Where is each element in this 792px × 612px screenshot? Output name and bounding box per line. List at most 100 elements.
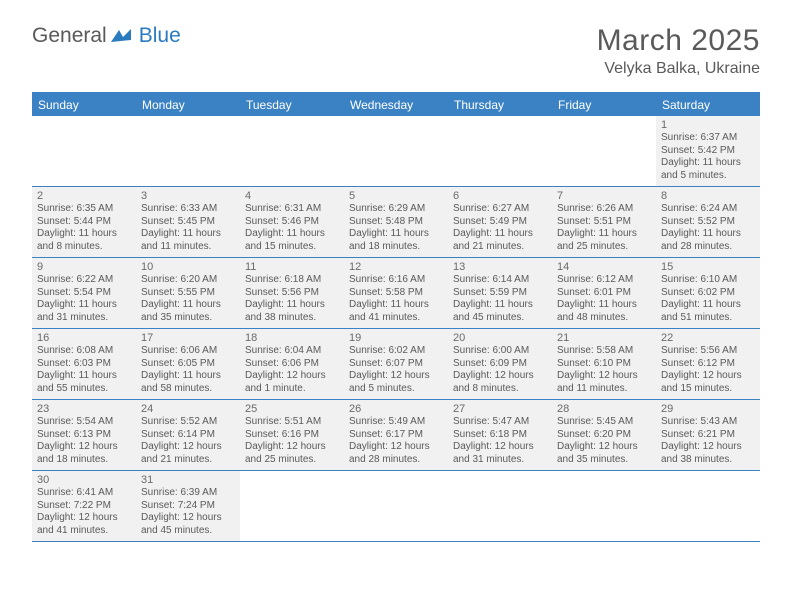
- day-cell: 20Sunrise: 6:00 AMSunset: 6:09 PMDayligh…: [448, 329, 552, 399]
- day-number: 1: [661, 119, 755, 131]
- day-cell: [552, 116, 656, 186]
- day-info-line: Sunrise: 6:41 AM: [37, 487, 131, 500]
- day-info-line: Daylight: 11 hours: [141, 370, 235, 383]
- day-info-line: Sunset: 6:02 PM: [661, 287, 755, 300]
- week-row: 23Sunrise: 5:54 AMSunset: 6:13 PMDayligh…: [32, 400, 760, 471]
- day-info-line: Daylight: 11 hours: [349, 299, 443, 312]
- day-number: 5: [349, 190, 443, 202]
- day-info-line: Daylight: 11 hours: [661, 228, 755, 241]
- logo-text-general: General: [32, 24, 107, 48]
- day-cell: 10Sunrise: 6:20 AMSunset: 5:55 PMDayligh…: [136, 258, 240, 328]
- day-number: 23: [37, 403, 131, 415]
- weekday-header: Saturday: [656, 94, 760, 116]
- day-cell: 25Sunrise: 5:51 AMSunset: 6:16 PMDayligh…: [240, 400, 344, 470]
- day-cell: [552, 471, 656, 541]
- day-info-line: Sunrise: 6:00 AM: [453, 345, 547, 358]
- day-info-line: and 28 minutes.: [349, 454, 443, 467]
- day-info-line: Daylight: 11 hours: [661, 299, 755, 312]
- day-number: 6: [453, 190, 547, 202]
- day-cell: 21Sunrise: 5:58 AMSunset: 6:10 PMDayligh…: [552, 329, 656, 399]
- day-info-line: and 38 minutes.: [661, 454, 755, 467]
- day-number: 3: [141, 190, 235, 202]
- day-info-line: Sunset: 6:14 PM: [141, 429, 235, 442]
- day-cell: 29Sunrise: 5:43 AMSunset: 6:21 PMDayligh…: [656, 400, 760, 470]
- day-cell: 19Sunrise: 6:02 AMSunset: 6:07 PMDayligh…: [344, 329, 448, 399]
- day-info-line: Sunrise: 5:52 AM: [141, 416, 235, 429]
- weeks-container: 1Sunrise: 6:37 AMSunset: 5:42 PMDaylight…: [32, 116, 760, 542]
- day-info-line: Sunset: 6:09 PM: [453, 358, 547, 371]
- day-info-line: Sunset: 6:03 PM: [37, 358, 131, 371]
- weekday-header: Wednesday: [344, 94, 448, 116]
- day-info-line: and 35 minutes.: [141, 312, 235, 325]
- day-info-line: Sunset: 6:10 PM: [557, 358, 651, 371]
- day-number: 7: [557, 190, 651, 202]
- day-cell: 1Sunrise: 6:37 AMSunset: 5:42 PMDaylight…: [656, 116, 760, 186]
- day-info-line: and 8 minutes.: [453, 383, 547, 396]
- day-info-line: Sunset: 6:17 PM: [349, 429, 443, 442]
- day-info-line: Sunset: 6:01 PM: [557, 287, 651, 300]
- day-number: 19: [349, 332, 443, 344]
- day-info-line: and 28 minutes.: [661, 241, 755, 254]
- day-number: 14: [557, 261, 651, 273]
- day-info-line: Sunset: 7:24 PM: [141, 500, 235, 513]
- title-block: March 2025 Velyka Balka, Ukraine: [597, 24, 760, 78]
- day-info-line: and 58 minutes.: [141, 383, 235, 396]
- day-info-line: Daylight: 11 hours: [557, 299, 651, 312]
- day-info-line: and 41 minutes.: [37, 525, 131, 538]
- day-info-line: and 31 minutes.: [453, 454, 547, 467]
- day-info-line: Daylight: 11 hours: [661, 157, 755, 170]
- day-number: 24: [141, 403, 235, 415]
- day-info-line: Daylight: 12 hours: [661, 441, 755, 454]
- day-number: 27: [453, 403, 547, 415]
- day-number: 11: [245, 261, 339, 273]
- day-info-line: Sunset: 5:56 PM: [245, 287, 339, 300]
- day-number: 16: [37, 332, 131, 344]
- day-cell: 2Sunrise: 6:35 AMSunset: 5:44 PMDaylight…: [32, 187, 136, 257]
- day-number: 9: [37, 261, 131, 273]
- day-info-line: Sunset: 5:44 PM: [37, 216, 131, 229]
- day-cell: [448, 471, 552, 541]
- day-number: 18: [245, 332, 339, 344]
- day-info-line: Daylight: 12 hours: [453, 370, 547, 383]
- day-cell: 23Sunrise: 5:54 AMSunset: 6:13 PMDayligh…: [32, 400, 136, 470]
- week-row: 2Sunrise: 6:35 AMSunset: 5:44 PMDaylight…: [32, 187, 760, 258]
- day-info-line: Sunrise: 6:14 AM: [453, 274, 547, 287]
- day-info-line: and 45 minutes.: [453, 312, 547, 325]
- day-cell: 4Sunrise: 6:31 AMSunset: 5:46 PMDaylight…: [240, 187, 344, 257]
- day-number: 30: [37, 474, 131, 486]
- day-info-line: Sunset: 6:12 PM: [661, 358, 755, 371]
- day-info-line: Daylight: 12 hours: [349, 441, 443, 454]
- day-info-line: Sunrise: 6:04 AM: [245, 345, 339, 358]
- day-info-line: Daylight: 11 hours: [141, 299, 235, 312]
- calendar: SundayMondayTuesdayWednesdayThursdayFrid…: [32, 92, 760, 542]
- day-info-line: Sunrise: 6:29 AM: [349, 203, 443, 216]
- day-info-line: Daylight: 12 hours: [557, 441, 651, 454]
- day-info-line: Daylight: 11 hours: [141, 228, 235, 241]
- day-cell: 3Sunrise: 6:33 AMSunset: 5:45 PMDaylight…: [136, 187, 240, 257]
- day-info-line: and 51 minutes.: [661, 312, 755, 325]
- day-number: 12: [349, 261, 443, 273]
- day-info-line: and 38 minutes.: [245, 312, 339, 325]
- week-row: 16Sunrise: 6:08 AMSunset: 6:03 PMDayligh…: [32, 329, 760, 400]
- day-info-line: Sunset: 6:05 PM: [141, 358, 235, 371]
- day-info-line: and 11 minutes.: [141, 241, 235, 254]
- day-cell: 31Sunrise: 6:39 AMSunset: 7:24 PMDayligh…: [136, 471, 240, 541]
- day-cell: 12Sunrise: 6:16 AMSunset: 5:58 PMDayligh…: [344, 258, 448, 328]
- day-info-line: Sunrise: 5:51 AM: [245, 416, 339, 429]
- day-info-line: Sunrise: 6:24 AM: [661, 203, 755, 216]
- day-info-line: and 15 minutes.: [661, 383, 755, 396]
- day-info-line: and 11 minutes.: [557, 383, 651, 396]
- day-info-line: and 5 minutes.: [661, 170, 755, 183]
- day-info-line: Daylight: 11 hours: [245, 299, 339, 312]
- day-info-line: Sunrise: 6:37 AM: [661, 132, 755, 145]
- day-info-line: Sunrise: 6:27 AM: [453, 203, 547, 216]
- month-title: March 2025: [597, 24, 760, 58]
- day-info-line: Sunset: 5:55 PM: [141, 287, 235, 300]
- day-number: 20: [453, 332, 547, 344]
- day-number: 4: [245, 190, 339, 202]
- logo-text-blue: Blue: [139, 24, 181, 48]
- day-number: 26: [349, 403, 443, 415]
- day-number: 10: [141, 261, 235, 273]
- day-number: 29: [661, 403, 755, 415]
- day-info-line: Sunset: 5:52 PM: [661, 216, 755, 229]
